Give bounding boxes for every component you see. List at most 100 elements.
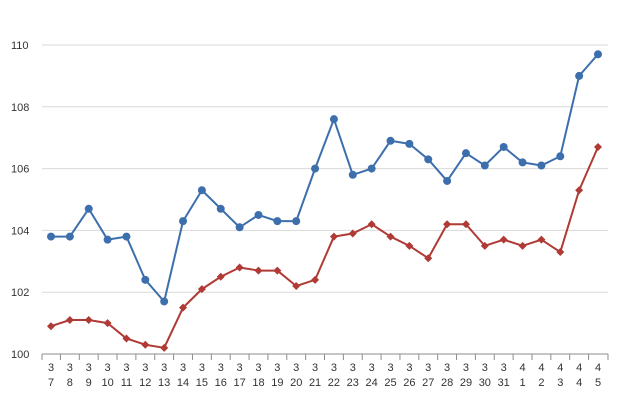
data-point bbox=[122, 334, 131, 343]
data-point bbox=[141, 275, 150, 284]
y-tick-label: 102 bbox=[11, 287, 29, 299]
x-tick-label-month: 4 bbox=[519, 362, 525, 374]
y-tick-label: 106 bbox=[11, 164, 29, 176]
data-point bbox=[311, 164, 320, 173]
x-tick-label-month: 4 bbox=[576, 362, 582, 374]
x-tick-label-day: 11 bbox=[121, 377, 132, 389]
x-tick-label-day: 12 bbox=[139, 377, 151, 389]
data-point bbox=[47, 232, 55, 241]
x-tick-label-month: 3 bbox=[312, 362, 318, 374]
x-tick-label-month: 3 bbox=[255, 362, 261, 374]
data-point bbox=[65, 232, 74, 241]
data-point bbox=[65, 316, 74, 325]
data-point bbox=[461, 149, 470, 158]
x-tick-label-day: 8 bbox=[67, 377, 73, 389]
data-point bbox=[197, 186, 206, 195]
data-point bbox=[329, 115, 338, 124]
data-point bbox=[443, 176, 452, 185]
x-tick-label-day: 18 bbox=[252, 377, 264, 389]
data-point bbox=[348, 229, 357, 238]
x-tick-label-month: 3 bbox=[161, 362, 167, 374]
x-tick-label-day: 20 bbox=[290, 377, 302, 389]
x-tick-label-month: 3 bbox=[199, 362, 205, 374]
x-tick-label-month: 3 bbox=[369, 362, 375, 374]
y-tick-label: 110 bbox=[11, 40, 29, 52]
data-point bbox=[292, 217, 301, 226]
data-point bbox=[160, 297, 169, 306]
x-tick-label-month: 4 bbox=[595, 362, 601, 374]
x-tick-label-day: 29 bbox=[460, 377, 472, 389]
data-point bbox=[480, 161, 489, 170]
x-tick-label-day: 24 bbox=[366, 377, 378, 389]
x-tick-label-day: 3 bbox=[557, 377, 563, 389]
data-point bbox=[461, 220, 470, 229]
data-point bbox=[235, 223, 244, 232]
data-point bbox=[443, 220, 452, 229]
x-tick-label-day: 19 bbox=[271, 377, 283, 389]
x-tick-label-month: 3 bbox=[67, 362, 73, 374]
x-tick-label-day: 7 bbox=[48, 377, 54, 389]
data-point bbox=[594, 142, 602, 151]
x-tick-label-day: 1 bbox=[519, 377, 525, 389]
x-tick-label-day: 4 bbox=[576, 377, 582, 389]
x-tick-label-month: 3 bbox=[48, 362, 54, 374]
x-tick-label-month: 3 bbox=[331, 362, 337, 374]
data-point bbox=[273, 217, 282, 226]
data-point bbox=[556, 248, 565, 257]
series-layer bbox=[47, 50, 602, 352]
x-tick-label-month: 4 bbox=[557, 362, 563, 374]
x-tick-label-month: 3 bbox=[123, 362, 129, 374]
x-tick-label-day: 5 bbox=[595, 377, 601, 389]
data-point bbox=[499, 235, 508, 244]
x-tick-label-day: 22 bbox=[328, 377, 340, 389]
x-tick-label-day: 9 bbox=[86, 377, 92, 389]
x-tick-label-month: 3 bbox=[387, 362, 393, 374]
data-point bbox=[329, 232, 338, 241]
data-point bbox=[235, 263, 244, 272]
data-point bbox=[273, 266, 282, 275]
data-point bbox=[179, 303, 188, 312]
x-tick-label-day: 2 bbox=[538, 377, 544, 389]
x-tick-label-month: 3 bbox=[482, 362, 488, 374]
x-tick-label-month: 3 bbox=[463, 362, 469, 374]
data-point bbox=[47, 322, 55, 331]
x-tick-label-month: 4 bbox=[538, 362, 544, 374]
data-point bbox=[405, 139, 414, 148]
data-point bbox=[103, 235, 112, 244]
data-point bbox=[575, 71, 584, 80]
x-tick-label-day: 25 bbox=[384, 377, 396, 389]
data-point bbox=[292, 282, 301, 291]
data-point bbox=[311, 275, 320, 284]
data-point bbox=[216, 272, 225, 281]
x-tick-label-day: 15 bbox=[196, 377, 208, 389]
series-line-2 bbox=[50, 146, 599, 349]
data-point bbox=[424, 254, 433, 263]
x-tick-label-day: 28 bbox=[441, 377, 453, 389]
x-tick-label-month: 3 bbox=[237, 362, 243, 374]
data-point bbox=[179, 217, 188, 226]
y-tick-label: 104 bbox=[11, 225, 29, 237]
data-point bbox=[367, 220, 376, 229]
data-point bbox=[518, 241, 527, 250]
x-tick-label-month: 3 bbox=[274, 362, 280, 374]
x-tick-label-day: 13 bbox=[158, 377, 170, 389]
y-tick-label: 100 bbox=[11, 349, 29, 361]
data-point bbox=[499, 142, 508, 151]
series-line-1 bbox=[51, 53, 599, 303]
data-point bbox=[424, 155, 433, 164]
x-tick-label-day: 14 bbox=[177, 377, 189, 389]
gridlines bbox=[42, 44, 608, 293]
data-point bbox=[103, 319, 112, 328]
data-point bbox=[254, 266, 263, 275]
x-tick-label-month: 3 bbox=[105, 362, 111, 374]
data-point bbox=[216, 204, 225, 213]
x-tick-label-day: 17 bbox=[233, 377, 245, 389]
data-point bbox=[197, 285, 206, 294]
data-point bbox=[518, 158, 527, 167]
data-point bbox=[575, 186, 584, 195]
x-tick-label-month: 3 bbox=[425, 362, 431, 374]
x-tick-label-month: 3 bbox=[86, 362, 92, 374]
x-tick-label-month: 3 bbox=[293, 362, 299, 374]
x-tick-label-month: 3 bbox=[444, 362, 450, 374]
